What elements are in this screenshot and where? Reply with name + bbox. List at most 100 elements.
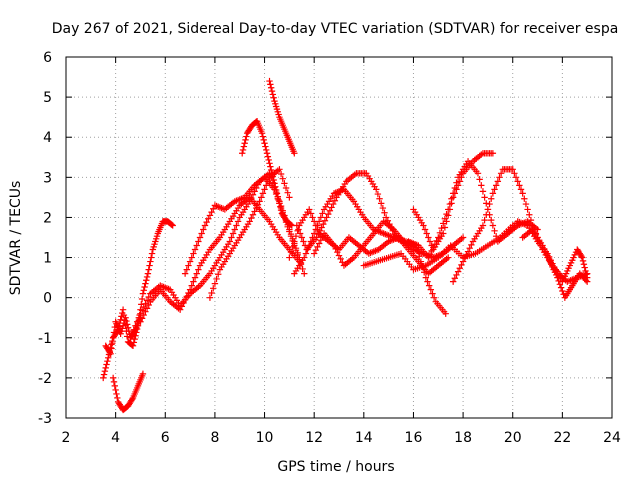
data-point (320, 220, 327, 228)
data-point (140, 303, 147, 311)
data-point (456, 178, 463, 185)
data-point (140, 311, 147, 319)
data-point (269, 173, 277, 180)
x-tick-label: 12 (305, 430, 323, 446)
data-point (446, 206, 454, 213)
data-point (185, 262, 192, 269)
data-point (555, 277, 562, 285)
data-point (277, 203, 284, 210)
data-point (489, 222, 497, 229)
y-tick-label: 4 (43, 130, 52, 146)
data-point (319, 233, 326, 241)
data-point (279, 175, 286, 182)
data-point (253, 204, 260, 212)
data-point (421, 226, 429, 233)
data-point (293, 222, 301, 229)
data-point (476, 176, 483, 183)
data-point (148, 250, 156, 257)
data-point (328, 204, 335, 211)
data-point (266, 77, 273, 85)
data-point (337, 255, 344, 263)
data-point (261, 186, 268, 193)
data-point (315, 240, 323, 247)
y-axis-ticks: -3 -2 -1 0 1 2 3 4 5 6 (38, 50, 612, 427)
data-point (416, 253, 423, 260)
data-point (190, 250, 197, 257)
data-point (103, 361, 110, 368)
x-axis-title: GPS time / hours (277, 459, 394, 475)
data-point (271, 180, 278, 187)
y-tick-label: 5 (43, 90, 52, 106)
data-point (300, 238, 307, 245)
data-point (241, 140, 248, 147)
data-point (314, 243, 321, 251)
data-point (106, 349, 114, 356)
data-point (494, 178, 502, 185)
data-point (445, 254, 452, 261)
data-point (183, 293, 190, 300)
data-point (429, 290, 436, 297)
data-point (578, 253, 585, 260)
data-point (109, 374, 117, 382)
data-point (330, 242, 338, 249)
data-points (100, 77, 591, 414)
data-point (335, 252, 343, 259)
data-point (259, 190, 267, 197)
data-point (292, 232, 300, 240)
data-point (468, 241, 475, 249)
data-point (539, 242, 546, 249)
data-point (275, 196, 282, 204)
data-point (488, 195, 495, 202)
data-point (307, 210, 315, 217)
data-point (100, 374, 107, 382)
data-point (332, 245, 339, 253)
data-point (517, 186, 525, 193)
data-point (281, 180, 288, 187)
data-point (130, 326, 138, 333)
data-point (143, 273, 151, 281)
data-point (183, 266, 190, 273)
data-point (191, 246, 199, 253)
data-point (453, 186, 460, 193)
data-point (112, 386, 119, 394)
y-axis-title: SDTVAR / TECUs (8, 181, 24, 296)
data-point (132, 322, 139, 329)
data-point (251, 208, 258, 215)
data-point (373, 186, 380, 193)
data-point (310, 250, 318, 257)
series-arc-3 (109, 370, 147, 414)
data-point (424, 278, 431, 285)
data-point (137, 310, 144, 317)
data-point (318, 224, 325, 231)
data-point (231, 226, 238, 233)
data-point (265, 156, 272, 164)
data-point (138, 295, 146, 303)
data-point (267, 163, 274, 170)
data-point (422, 274, 430, 281)
data-point (272, 186, 280, 194)
data-point (114, 394, 121, 402)
data-point (239, 146, 247, 154)
data-point (196, 234, 204, 241)
data-point (425, 254, 432, 261)
data-point (294, 251, 301, 259)
data-point (119, 306, 127, 313)
x-tick-label: 8 (210, 430, 219, 446)
data-point (483, 200, 490, 207)
data-point (309, 214, 316, 221)
data-point (449, 194, 457, 201)
data-point (254, 201, 262, 208)
data-point (559, 287, 566, 295)
data-point (430, 294, 438, 301)
data-point (461, 255, 468, 262)
data-point (295, 226, 302, 233)
data-point (104, 357, 111, 365)
x-tick-label: 4 (111, 430, 120, 446)
data-point (491, 186, 498, 193)
data-point (141, 283, 148, 291)
data-point (423, 230, 430, 237)
data-point (314, 222, 321, 229)
data-point (554, 274, 561, 281)
data-point (527, 216, 535, 224)
data-point (458, 261, 465, 269)
